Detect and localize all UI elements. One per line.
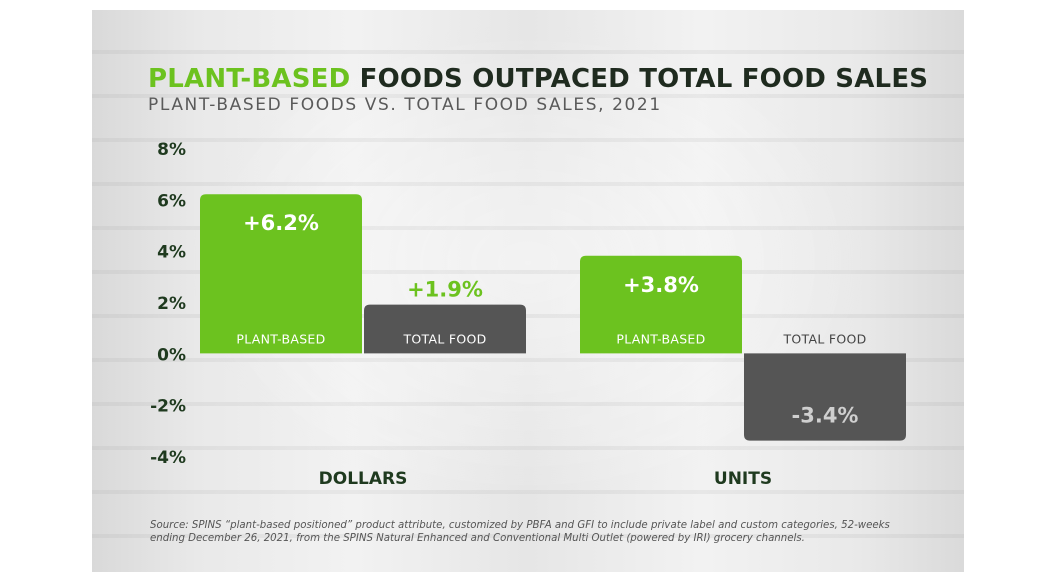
category-label: DOLLARS xyxy=(319,469,408,489)
y-tick-label: -2% xyxy=(150,397,186,417)
series-label: TOTAL FOOD xyxy=(402,331,486,346)
title-rest: FOODS OUTPACED TOTAL FOOD SALES xyxy=(350,64,929,94)
plant-based-bar xyxy=(580,255,742,354)
category-label: UNITS xyxy=(714,469,772,489)
data-label: +6.2% xyxy=(243,211,319,235)
y-tick-label: 4% xyxy=(157,243,186,263)
total-food-bar xyxy=(744,353,906,441)
y-tick-label: 6% xyxy=(157,191,186,211)
plant-based-bar xyxy=(200,194,362,354)
series-label: PLANT-BASED xyxy=(236,331,325,346)
chart-subtitle: PLANT-BASED FOODS VS. TOTAL FOOD SALES, … xyxy=(148,95,662,115)
source-note: Source: SPINS “plant-based positioned” p… xyxy=(150,520,890,544)
data-label: +1.9% xyxy=(407,278,483,302)
y-tick-label: -4% xyxy=(150,448,186,468)
series-label: PLANT-BASED xyxy=(616,331,705,346)
series-label: TOTAL FOOD xyxy=(782,331,866,346)
background-panel xyxy=(92,10,964,572)
data-label: -3.4% xyxy=(792,404,859,428)
title-accent: PLANT-BASED xyxy=(148,64,351,94)
chart-title: PLANT-BASED FOODS OUTPACED TOTAL FOOD SA… xyxy=(148,64,928,94)
y-tick-label: 2% xyxy=(157,294,186,314)
data-label: +3.8% xyxy=(623,273,699,297)
y-tick-label: 8% xyxy=(157,140,186,160)
y-tick-label: 0% xyxy=(157,345,186,365)
total-food-bar xyxy=(364,304,526,354)
